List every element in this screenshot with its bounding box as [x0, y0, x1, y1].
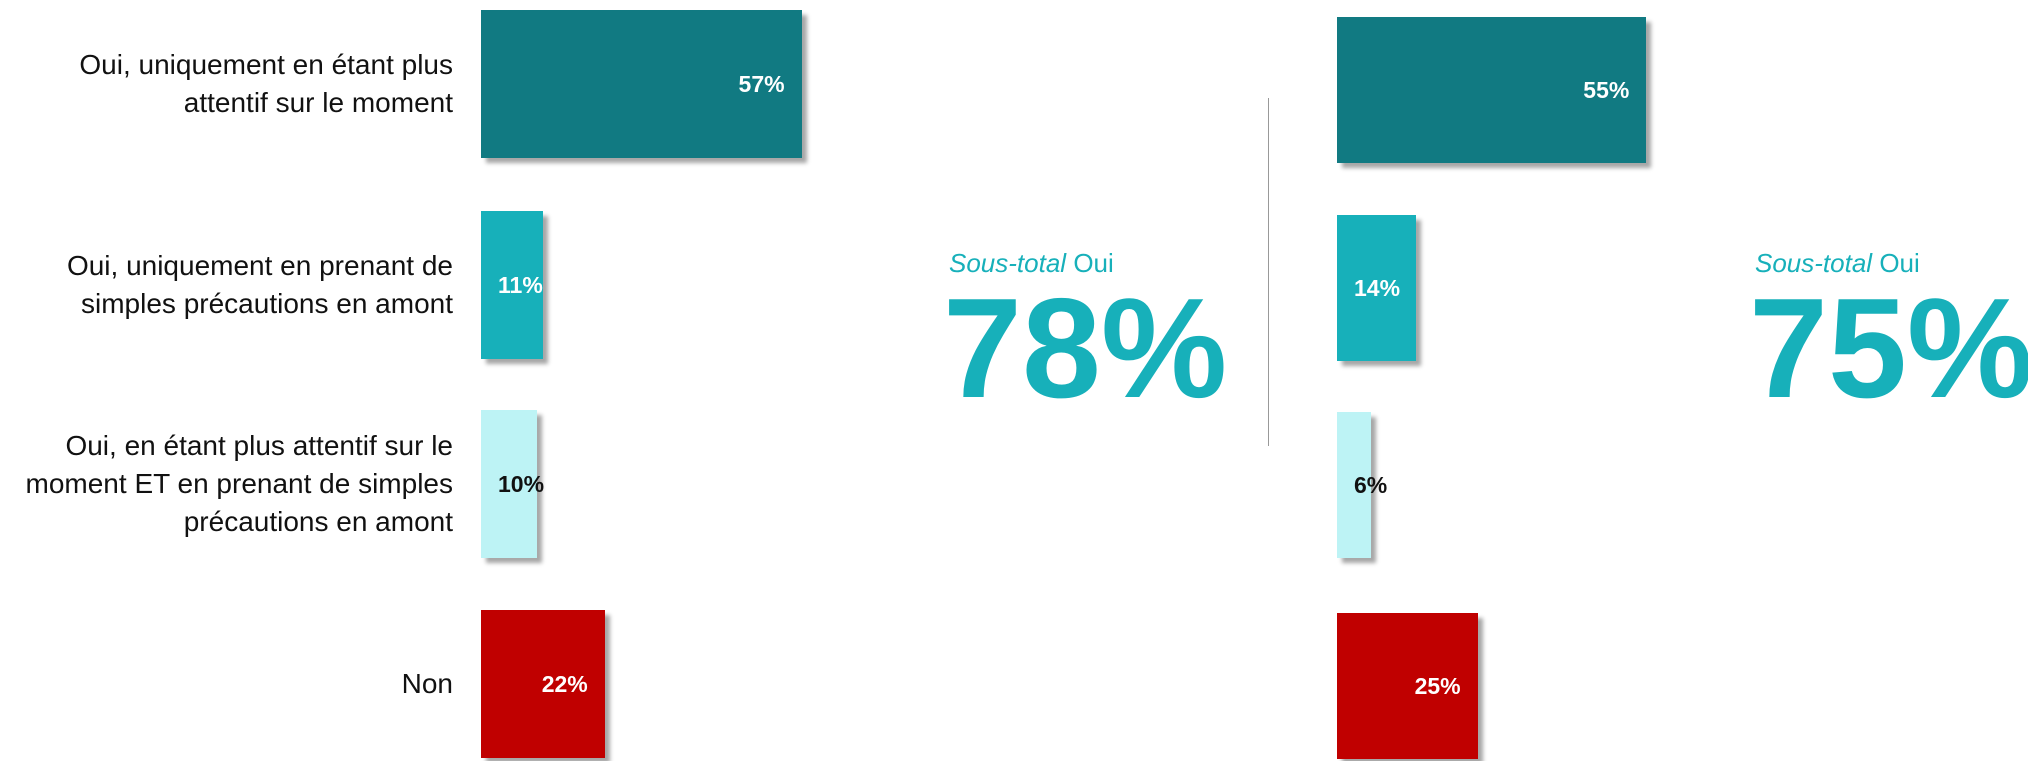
- subtotal-value: 75%: [1749, 269, 2028, 428]
- value-label: 14%: [1354, 275, 1401, 301]
- subtotal-title: Sous-total Oui: [949, 248, 1114, 279]
- subtotal-italic: Sous-total: [1755, 248, 1873, 278]
- category-label: Oui, uniquement en prenant de simples pr…: [66, 250, 453, 319]
- bar: [1337, 215, 1416, 361]
- bar: [481, 211, 543, 359]
- category-label: Non: [401, 668, 453, 699]
- bar: [481, 610, 605, 758]
- value-label: 25%: [1414, 673, 1461, 699]
- bar: [1337, 613, 1478, 759]
- value-label: 11%: [498, 272, 543, 298]
- category-label: Oui, uniquement en étant plus attentif s…: [79, 49, 453, 118]
- subtotal-text: Oui: [1879, 248, 1920, 278]
- bar: [1337, 17, 1647, 163]
- subtotal-title: Sous-total Oui: [1755, 248, 1920, 279]
- bar: [481, 410, 538, 558]
- category-label: Oui, en étant plus attentif sur le momen…: [25, 430, 453, 537]
- subtotal-text: Oui: [1073, 248, 1114, 278]
- value-label: 6%: [1354, 472, 1388, 498]
- divider: [1268, 98, 1269, 446]
- value-label: 22%: [541, 671, 588, 697]
- subtotal-italic: Sous-total: [949, 248, 1067, 278]
- value-label: 57%: [738, 71, 785, 97]
- bar: [1337, 412, 1371, 558]
- value-label: 55%: [1583, 77, 1630, 103]
- value-label: 10%: [498, 471, 545, 497]
- subtotal-value: 78%: [943, 269, 1228, 428]
- bar: [481, 10, 802, 158]
